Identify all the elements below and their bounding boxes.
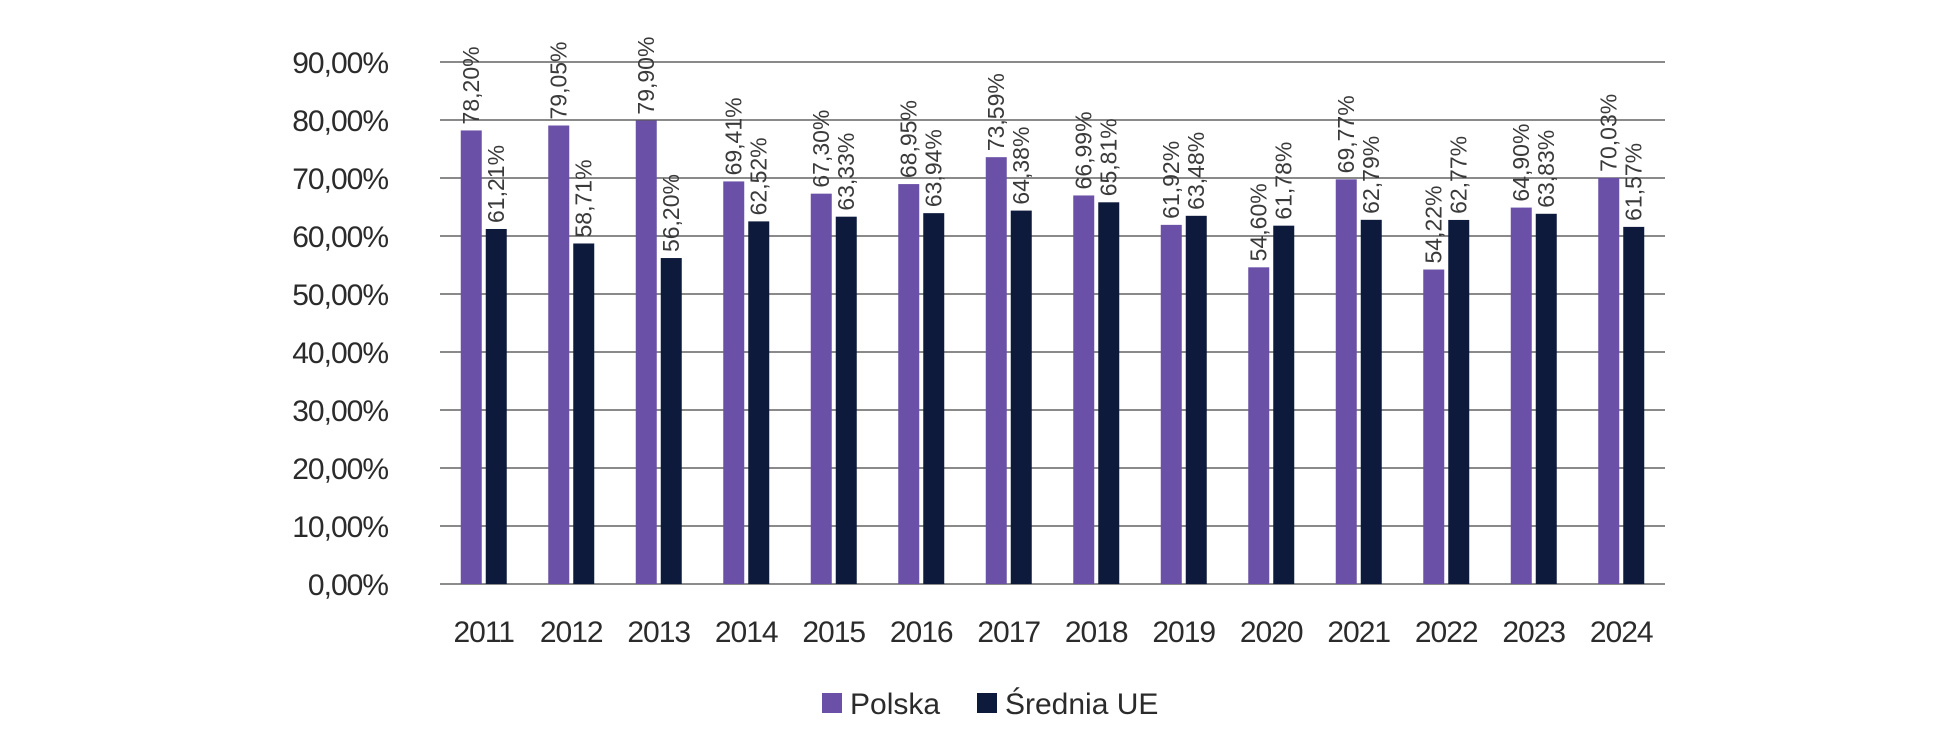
- y-tick-label: 50,00%: [292, 279, 388, 312]
- bar-polska: [548, 125, 570, 584]
- bar-polska: [460, 130, 482, 584]
- x-axis-ticks: 2011 2012 2013 2014 2015 2016 2017 2018 2019 2020…: [453, 616, 1653, 649]
- data-label: 70,03%: [1596, 94, 1622, 172]
- data-label: 56,20%: [658, 174, 684, 252]
- x-tick-label: 2020: [1240, 616, 1303, 649]
- bar-polska: [1160, 224, 1182, 584]
- data-label: 62,77%: [1446, 136, 1472, 214]
- data-label: 79,90%: [633, 37, 659, 115]
- data-label: 54,60%: [1246, 183, 1272, 261]
- bar-polska: [1423, 269, 1445, 584]
- bar-srednia-ue: [923, 213, 945, 584]
- data-label: 68,95%: [896, 100, 922, 178]
- y-tick-label: 70,00%: [292, 163, 388, 196]
- bar-srednia-ue: [573, 243, 595, 584]
- bars: [460, 120, 1645, 585]
- bar-polska: [1073, 195, 1095, 584]
- bar-srednia-ue: [1448, 219, 1470, 584]
- gridlines: [440, 61, 1665, 585]
- data-label: 69,77%: [1333, 95, 1359, 173]
- data-label: 64,90%: [1508, 124, 1534, 202]
- x-tick-label: 2016: [890, 616, 953, 649]
- x-tick-label: 2019: [1152, 616, 1215, 649]
- bar-polska: [1598, 177, 1620, 585]
- bar-polska: [1248, 267, 1270, 584]
- data-labels: 78,20% 61,21% 79,05% 58,71% 79,90% 56,20% 69,4…: [458, 37, 1647, 264]
- y-tick-label: 10,00%: [292, 511, 388, 544]
- y-tick-label: 30,00%: [292, 395, 388, 428]
- data-label: 61,57%: [1621, 143, 1647, 221]
- x-tick-label: 2014: [715, 616, 778, 649]
- y-axis-ticks: 0,00% 10,00% 20,00% 30,00% 40,00% 50,00% 60,00…: [292, 47, 389, 602]
- data-label: 64,38%: [1008, 127, 1034, 205]
- data-label: 63,94%: [921, 129, 947, 207]
- data-label: 54,22%: [1421, 186, 1447, 264]
- x-tick-label: 2021: [1327, 616, 1390, 649]
- y-tick-label: 80,00%: [292, 105, 388, 138]
- data-label: 62,52%: [746, 137, 772, 215]
- data-label: 63,48%: [1183, 132, 1209, 210]
- data-label: 69,41%: [721, 97, 747, 175]
- data-label: 61,21%: [483, 145, 509, 223]
- data-label: 58,71%: [571, 159, 597, 237]
- bar-srednia-ue: [1535, 213, 1557, 584]
- data-label: 61,92%: [1158, 141, 1184, 219]
- x-tick-label: 2023: [1502, 616, 1565, 649]
- x-tick-label: 2024: [1590, 616, 1653, 649]
- data-label: 63,33%: [833, 133, 859, 211]
- x-tick-label: 2018: [1065, 616, 1128, 649]
- data-label: 61,78%: [1271, 142, 1297, 220]
- legend-label-polska: Polska: [850, 688, 940, 721]
- data-label: 78,20%: [458, 46, 484, 124]
- x-tick-label: 2012: [540, 616, 603, 649]
- legend-swatch-srednia-ue: [977, 693, 997, 713]
- bar-srednia-ue: [1360, 219, 1382, 584]
- bar-srednia-ue: [485, 228, 507, 584]
- bar-srednia-ue: [748, 221, 770, 584]
- y-tick-label: 20,00%: [292, 453, 388, 486]
- bar-srednia-ue: [835, 216, 857, 584]
- x-tick-label: 2015: [802, 616, 865, 649]
- bar-polska: [723, 181, 745, 584]
- y-tick-label: 40,00%: [292, 337, 388, 370]
- legend-swatch-polska: [822, 693, 842, 713]
- legend: Polska Średnia UE: [822, 687, 1158, 721]
- bar-srednia-ue: [1273, 225, 1295, 584]
- x-tick-label: 2011: [453, 616, 514, 649]
- bar-polska: [1510, 207, 1532, 584]
- bar-polska: [898, 184, 920, 584]
- data-label: 79,05%: [546, 41, 572, 119]
- bar-srednia-ue: [1185, 215, 1207, 585]
- y-tick-label: 90,00%: [292, 47, 388, 80]
- data-label: 73,59%: [983, 73, 1009, 151]
- bar-polska: [810, 193, 832, 584]
- bar-polska: [635, 120, 657, 584]
- y-tick-label: 0,00%: [308, 569, 388, 602]
- x-tick-label: 2022: [1415, 616, 1478, 649]
- bar-srednia-ue: [1098, 202, 1120, 584]
- data-label: 62,79%: [1358, 136, 1384, 214]
- bar-srednia-ue: [660, 258, 682, 584]
- bar-srednia-ue: [1623, 226, 1645, 585]
- bar-polska: [985, 157, 1007, 585]
- data-label: 66,99%: [1071, 111, 1097, 189]
- y-tick-label: 60,00%: [292, 221, 388, 254]
- x-tick-label: 2013: [627, 616, 690, 649]
- legend-label-srednia-ue: Średnia UE: [1005, 687, 1158, 721]
- bar-srednia-ue: [1010, 210, 1032, 584]
- x-tick-label: 2017: [977, 616, 1040, 649]
- bar-polska: [1335, 179, 1357, 585]
- data-label: 65,81%: [1096, 118, 1122, 196]
- data-label: 63,83%: [1533, 130, 1559, 208]
- data-label: 67,30%: [808, 110, 834, 188]
